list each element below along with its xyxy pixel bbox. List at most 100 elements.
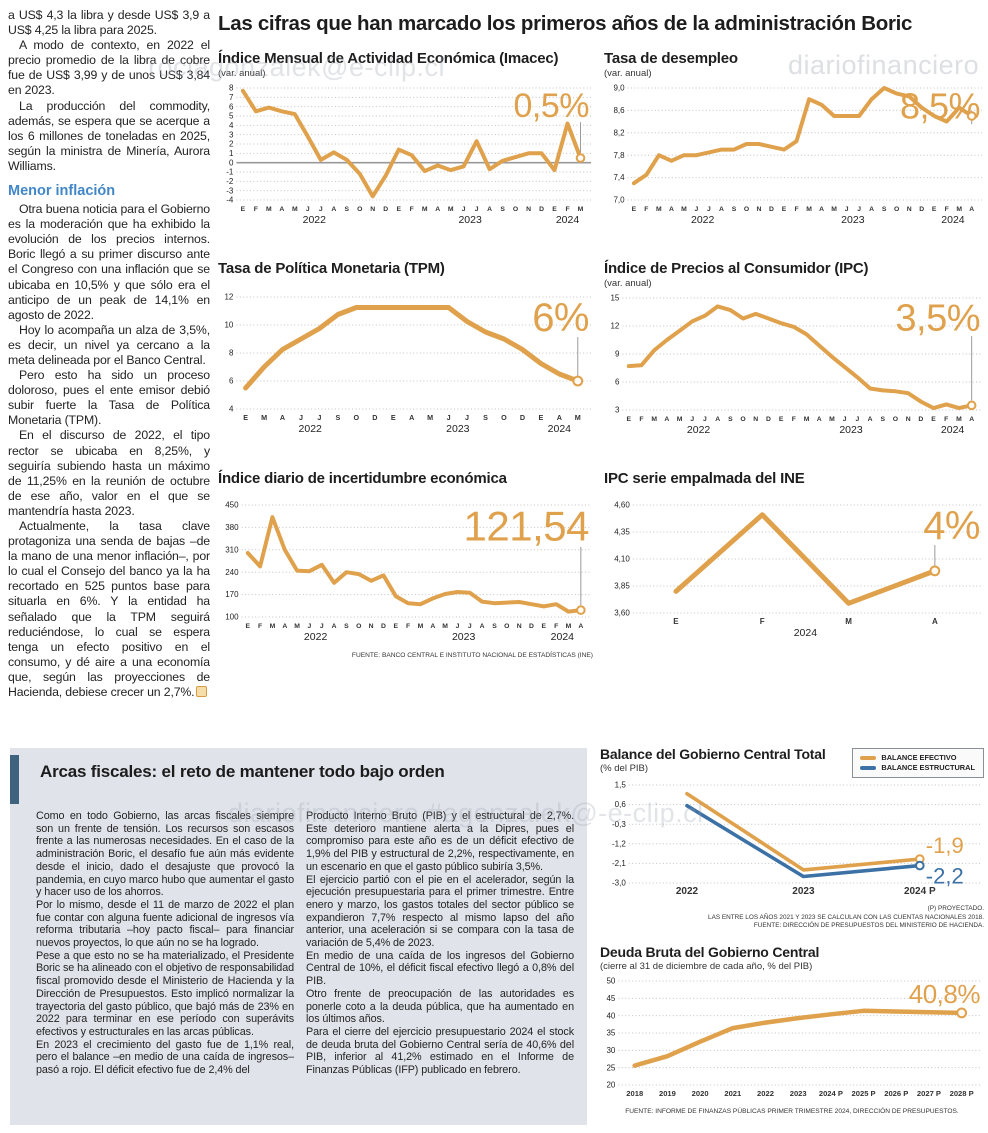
article-paragraph: Hoy lo acompaña un alza de 3,5%, es deci…: [8, 322, 210, 367]
svg-text:J: J: [695, 206, 699, 213]
chart-footnote: (P) PROYECTADO.: [927, 905, 984, 912]
svg-text:M: M: [575, 413, 581, 422]
svg-text:2022: 2022: [676, 886, 699, 897]
article-paragraph: Actualmente, la tasa clave protagoniza u…: [8, 519, 210, 700]
svg-text:4%: 4%: [923, 504, 980, 548]
svg-text:E: E: [391, 413, 396, 422]
chart-title: Balance del Gobierno Central Total: [600, 746, 826, 762]
svg-text:M: M: [442, 623, 448, 630]
panel-paragraph: Para el cierre del ejercicio presupuesta…: [306, 1025, 574, 1077]
svg-text:M: M: [651, 416, 657, 423]
svg-text:F: F: [565, 206, 569, 213]
svg-text:D: D: [372, 413, 377, 422]
chart-ipc: Índice de Precios al Consumidor (IPC) (v…: [604, 260, 984, 444]
svg-text:S: S: [345, 206, 350, 213]
panel-paragraph: El ejercicio partió con el pie en el ace…: [306, 873, 574, 950]
svg-text:D: D: [381, 623, 386, 630]
svg-text:J: J: [855, 416, 859, 423]
svg-text:S: S: [335, 413, 340, 422]
svg-text:S: S: [882, 206, 887, 213]
svg-text:3,85: 3,85: [614, 582, 630, 591]
chart-footnote: LAS ENTRE LOS AÑOS 2021 Y 2023 SE CALCUL…: [708, 913, 984, 921]
svg-text:M: M: [806, 206, 812, 213]
svg-text:J: J: [845, 206, 849, 213]
legend: BALANCE EFECTIVO BALANCE ESTRUCTURAL: [852, 748, 984, 778]
svg-text:M: M: [845, 617, 852, 626]
svg-text:J: J: [690, 416, 694, 423]
svg-text:J: J: [468, 623, 472, 630]
svg-text:A: A: [435, 206, 440, 213]
chart-deuda: Deuda Bruta del Gobierno Central (cierre…: [600, 944, 984, 1115]
svg-text:170: 170: [225, 590, 239, 599]
svg-text:M: M: [266, 206, 272, 213]
svg-text:E: E: [673, 617, 679, 626]
svg-text:2022: 2022: [687, 424, 711, 436]
svg-text:M: M: [422, 206, 428, 213]
svg-text:N: N: [906, 416, 911, 423]
svg-text:E: E: [396, 206, 401, 213]
panel-paragraph: En medio de una caída de los ingresos de…: [306, 949, 574, 988]
svg-text:2027 P: 2027 P: [917, 1089, 941, 1098]
legend-row: BALANCE EFECTIVO: [860, 753, 975, 763]
ipc-ine-line-chart: 4,60 4,35 4,10 3,85 3,60 E F M A 2024 4%: [614, 501, 982, 639]
svg-text:E: E: [932, 206, 937, 213]
svg-text:E: E: [538, 413, 543, 422]
svg-text:4,35: 4,35: [614, 528, 630, 537]
svg-text:A: A: [557, 413, 562, 422]
svg-text:E: E: [542, 623, 547, 630]
svg-text:E: E: [779, 416, 784, 423]
svg-text:450: 450: [225, 501, 239, 510]
svg-text:E: E: [931, 416, 936, 423]
svg-text:12: 12: [610, 322, 619, 331]
svg-text:O: O: [744, 206, 749, 213]
chart-subtitle: (var. anual): [604, 68, 652, 79]
svg-text:N: N: [370, 206, 375, 213]
svg-text:S: S: [492, 623, 497, 630]
svg-text:N: N: [369, 623, 374, 630]
svg-text:F: F: [254, 206, 258, 213]
svg-text:10: 10: [224, 321, 233, 330]
svg-text:3,5%: 3,5%: [895, 297, 980, 339]
svg-text:M: M: [804, 416, 810, 423]
svg-text:D: D: [766, 416, 771, 423]
panel-paragraph: Pese a que esto no se ha materializado, …: [36, 949, 295, 1038]
chart-title: Tasa de desempleo: [604, 50, 738, 67]
svg-text:J: J: [465, 413, 469, 422]
svg-text:E: E: [243, 413, 248, 422]
svg-text:F: F: [945, 206, 949, 213]
svg-text:O: O: [740, 416, 745, 423]
article-paragraph: A modo de contexto, en 2022 el precio pr…: [8, 38, 210, 98]
svg-text:9: 9: [615, 350, 620, 359]
svg-text:J: J: [857, 206, 861, 213]
svg-text:2024 P: 2024 P: [819, 1089, 843, 1098]
svg-text:A: A: [282, 623, 287, 630]
chart-title: Índice de Precios al Consumidor (IPC): [604, 260, 869, 277]
svg-text:M: M: [270, 623, 276, 630]
svg-text:O: O: [893, 416, 898, 423]
svg-text:S: S: [732, 206, 737, 213]
panel-paragraph: Otro frente de preocupación de las autor…: [306, 987, 574, 1026]
svg-text:J: J: [299, 413, 303, 422]
svg-text:F: F: [410, 206, 414, 213]
svg-text:A: A: [715, 416, 720, 423]
svg-text:2020: 2020: [692, 1089, 709, 1098]
svg-text:J: J: [320, 623, 324, 630]
desempleo-line-chart: 9,08,68,27,87,47,0E F M A M J J A S O N D E F M A M J J A S O…: [613, 84, 982, 226]
svg-text:2022: 2022: [303, 214, 327, 226]
svg-text:O: O: [504, 623, 509, 630]
balance-line-chart: 1,5 0,6 -0,3 -1,2 -2,1 -3,0 2022 2023 2024 P -1,9…: [612, 781, 982, 897]
svg-text:E: E: [626, 416, 631, 423]
svg-text:8,6: 8,6: [613, 106, 625, 115]
svg-text:-1,2: -1,2: [612, 839, 626, 848]
svg-text:8: 8: [229, 349, 234, 358]
svg-text:M: M: [656, 206, 662, 213]
chart-subtitle: (% del PIB): [600, 763, 649, 774]
svg-text:3: 3: [229, 130, 234, 139]
svg-text:0,6: 0,6: [615, 800, 627, 809]
svg-text:6: 6: [615, 378, 620, 387]
svg-text:2024: 2024: [556, 214, 580, 226]
svg-text:A: A: [487, 206, 492, 213]
svg-text:F: F: [794, 206, 798, 213]
svg-text:2023: 2023: [446, 423, 470, 435]
svg-text:S: S: [728, 416, 733, 423]
